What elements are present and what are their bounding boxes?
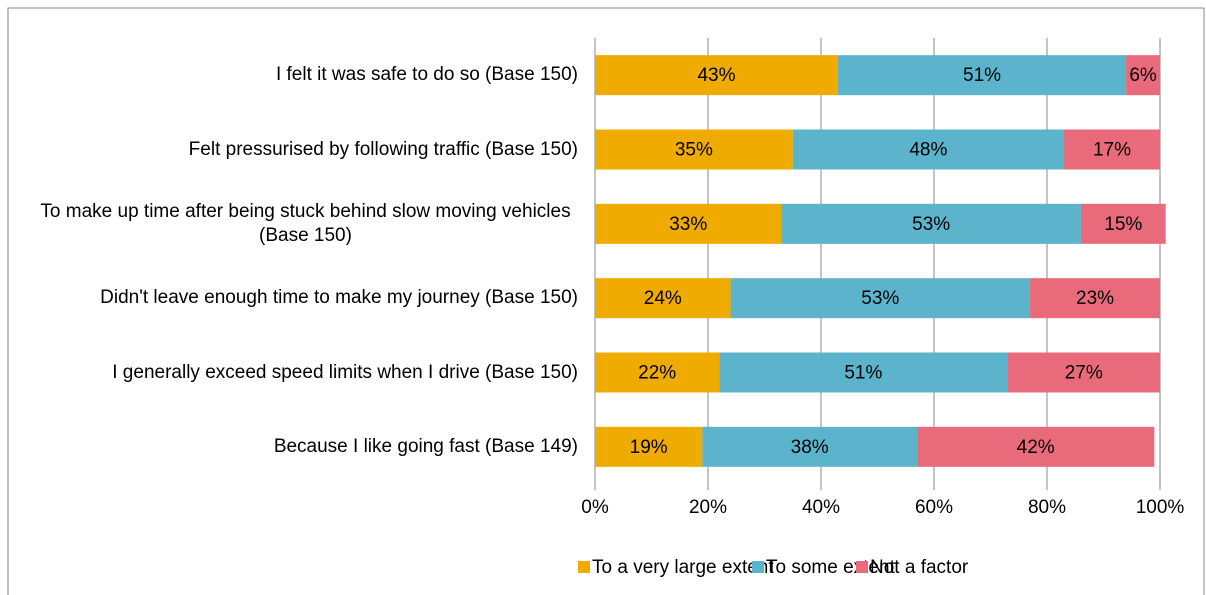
- x-tick-label: 20%: [689, 497, 727, 518]
- y-tick-label: To make up time after being stuck behind…: [20, 194, 578, 254]
- y-tick-label: I felt it was safe to do so (Base 150): [20, 45, 578, 105]
- bar-segment: [595, 129, 793, 170]
- bar-segment: [595, 203, 782, 244]
- legend-swatch: [578, 561, 590, 573]
- bar-segment: [595, 55, 838, 96]
- x-tick-label: 60%: [915, 497, 953, 518]
- category-text: To make up time after being stuck behind…: [40, 200, 571, 246]
- data-label: 27%: [1065, 363, 1103, 384]
- bar-segment: [1030, 278, 1160, 319]
- bar-segment: [781, 203, 1081, 244]
- bar-segment: [792, 129, 1064, 170]
- data-label: 35%: [675, 140, 713, 161]
- category-text: Didn't leave enough time to make my jour…: [100, 287, 578, 309]
- bar-segment: [837, 55, 1127, 96]
- data-label: 22%: [638, 363, 676, 384]
- y-tick-label: Didn't leave enough time to make my jour…: [20, 268, 578, 328]
- x-tick-label: 40%: [802, 497, 840, 518]
- bar-segment: [702, 426, 918, 467]
- data-label: 51%: [844, 363, 882, 384]
- bar-segment: [595, 278, 731, 319]
- bar-segment: [730, 278, 1031, 319]
- data-label: 23%: [1076, 288, 1114, 309]
- data-label: 43%: [697, 65, 735, 86]
- legend-swatch: [752, 561, 764, 573]
- data-label: 33%: [669, 214, 707, 235]
- data-label: 6%: [1129, 65, 1157, 86]
- category-text: I generally exceed speed limits when I d…: [112, 361, 578, 383]
- legend-swatch: [856, 561, 868, 573]
- data-label: 15%: [1104, 214, 1142, 235]
- x-tick-label: 80%: [1028, 497, 1066, 518]
- data-label: 38%: [791, 437, 829, 458]
- data-label: 53%: [861, 288, 899, 309]
- bar-segment: [1080, 203, 1166, 244]
- bar-segment: [719, 352, 1008, 393]
- category-text: Felt pressurised by following traffic (B…: [188, 138, 578, 160]
- data-label: 24%: [644, 288, 682, 309]
- bar-segment: [595, 352, 720, 393]
- data-label: 42%: [1017, 437, 1055, 458]
- data-label: 53%: [912, 214, 950, 235]
- category-text: I felt it was safe to do so (Base 150): [275, 64, 578, 86]
- legend-label: To a very large extent: [592, 557, 774, 578]
- bar-segment: [917, 426, 1155, 467]
- data-label: 19%: [630, 437, 668, 458]
- x-tick-label: 0%: [581, 497, 609, 518]
- data-label: 51%: [963, 65, 1001, 86]
- bar-segment: [595, 426, 703, 467]
- data-label: 17%: [1093, 140, 1131, 161]
- frame: [7, 7, 1205, 595]
- bar-segment: [1007, 352, 1160, 393]
- y-tick-label: Because I like going fast (Base 149): [20, 417, 578, 477]
- bar-segment: [1126, 55, 1160, 96]
- y-tick-label: I generally exceed speed limits when I d…: [20, 343, 578, 403]
- data-label: 48%: [909, 140, 947, 161]
- category-text: Because I like going fast (Base 149): [273, 435, 578, 457]
- bar-segment: [1063, 129, 1160, 170]
- legend-label: Not a factor: [870, 557, 969, 578]
- y-tick-label: Felt pressurised by following traffic (B…: [20, 120, 578, 180]
- x-tick-label: 100%: [1136, 497, 1185, 518]
